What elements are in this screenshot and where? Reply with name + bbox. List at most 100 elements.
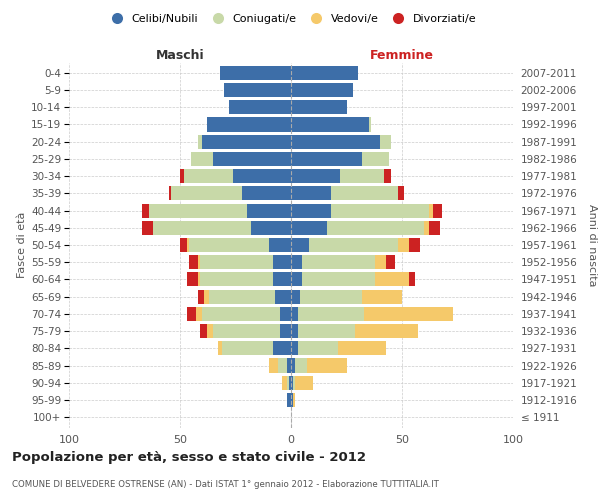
Bar xyxy=(384,169,391,183)
Bar xyxy=(293,376,295,390)
Bar xyxy=(200,272,273,286)
Bar xyxy=(191,152,214,166)
Bar xyxy=(380,134,391,149)
Bar xyxy=(205,290,209,304)
Bar xyxy=(149,204,247,218)
Bar xyxy=(398,238,409,252)
Bar xyxy=(291,186,331,200)
Bar xyxy=(355,324,418,338)
Bar xyxy=(291,290,300,304)
Bar xyxy=(198,255,200,270)
Bar xyxy=(428,220,440,235)
Bar xyxy=(187,307,196,321)
Bar xyxy=(275,290,291,304)
Bar xyxy=(291,324,298,338)
Bar xyxy=(282,376,287,390)
Bar xyxy=(273,272,291,286)
Bar xyxy=(280,307,291,321)
Bar xyxy=(214,152,291,166)
Bar xyxy=(187,272,198,286)
Bar xyxy=(300,290,362,304)
Bar xyxy=(287,358,291,372)
Legend: Celibi/Nubili, Coniugati/e, Vedovi/e, Divorziati/e: Celibi/Nubili, Coniugati/e, Vedovi/e, Di… xyxy=(103,12,479,26)
Bar xyxy=(220,66,291,80)
Bar xyxy=(189,238,269,252)
Bar xyxy=(309,238,398,252)
Bar xyxy=(409,272,415,286)
Bar xyxy=(280,324,291,338)
Bar xyxy=(291,100,347,114)
Bar xyxy=(200,255,273,270)
Bar xyxy=(291,169,340,183)
Bar xyxy=(302,272,376,286)
Bar xyxy=(291,66,358,80)
Y-axis label: Anni di nascita: Anni di nascita xyxy=(587,204,597,286)
Bar xyxy=(291,204,331,218)
Bar xyxy=(291,118,368,132)
Bar xyxy=(251,220,291,235)
Bar xyxy=(154,220,251,235)
Bar xyxy=(171,186,242,200)
Bar xyxy=(376,272,409,286)
Text: Popolazione per età, sesso e stato civile - 2012: Popolazione per età, sesso e stato civil… xyxy=(12,451,366,464)
Bar xyxy=(202,307,280,321)
Bar xyxy=(213,324,280,338)
Bar xyxy=(200,324,206,338)
Bar xyxy=(291,220,326,235)
Bar xyxy=(307,358,347,372)
Bar xyxy=(326,220,424,235)
Bar xyxy=(278,358,287,372)
Bar xyxy=(298,324,355,338)
Bar xyxy=(233,169,291,183)
Bar xyxy=(338,341,386,355)
Bar xyxy=(295,376,313,390)
Bar xyxy=(202,134,291,149)
Bar xyxy=(362,152,389,166)
Bar xyxy=(242,186,291,200)
Bar xyxy=(142,204,149,218)
Bar xyxy=(291,393,293,407)
Bar xyxy=(362,290,402,304)
Bar xyxy=(229,100,291,114)
Bar xyxy=(291,255,302,270)
Bar xyxy=(218,341,222,355)
Bar xyxy=(291,238,309,252)
Bar xyxy=(298,307,364,321)
Bar xyxy=(433,204,442,218)
Bar xyxy=(142,220,154,235)
Bar xyxy=(247,204,291,218)
Bar xyxy=(273,255,291,270)
Bar xyxy=(187,238,189,252)
Bar xyxy=(368,118,371,132)
Bar xyxy=(409,238,420,252)
Bar xyxy=(331,186,398,200)
Bar xyxy=(269,238,291,252)
Bar xyxy=(298,341,338,355)
Bar xyxy=(340,169,384,183)
Bar xyxy=(291,341,298,355)
Bar xyxy=(273,341,291,355)
Bar xyxy=(291,83,353,97)
Bar xyxy=(386,255,395,270)
Bar xyxy=(291,152,362,166)
Text: Femmine: Femmine xyxy=(370,48,434,62)
Bar xyxy=(189,255,198,270)
Bar xyxy=(289,376,291,390)
Bar xyxy=(291,358,295,372)
Bar xyxy=(206,118,291,132)
Bar xyxy=(331,204,428,218)
Bar xyxy=(293,393,295,407)
Bar xyxy=(198,134,202,149)
Bar xyxy=(198,272,200,286)
Bar xyxy=(287,393,291,407)
Text: COMUNE DI BELVEDERE OSTRENSE (AN) - Dati ISTAT 1° gennaio 2012 - Elaborazione TU: COMUNE DI BELVEDERE OSTRENSE (AN) - Dati… xyxy=(12,480,439,489)
Bar xyxy=(376,255,386,270)
Bar xyxy=(196,307,202,321)
Bar xyxy=(198,290,205,304)
Bar xyxy=(222,341,273,355)
Bar xyxy=(291,307,298,321)
Bar xyxy=(424,220,428,235)
Bar xyxy=(224,83,291,97)
Bar xyxy=(180,169,184,183)
Bar xyxy=(398,186,404,200)
